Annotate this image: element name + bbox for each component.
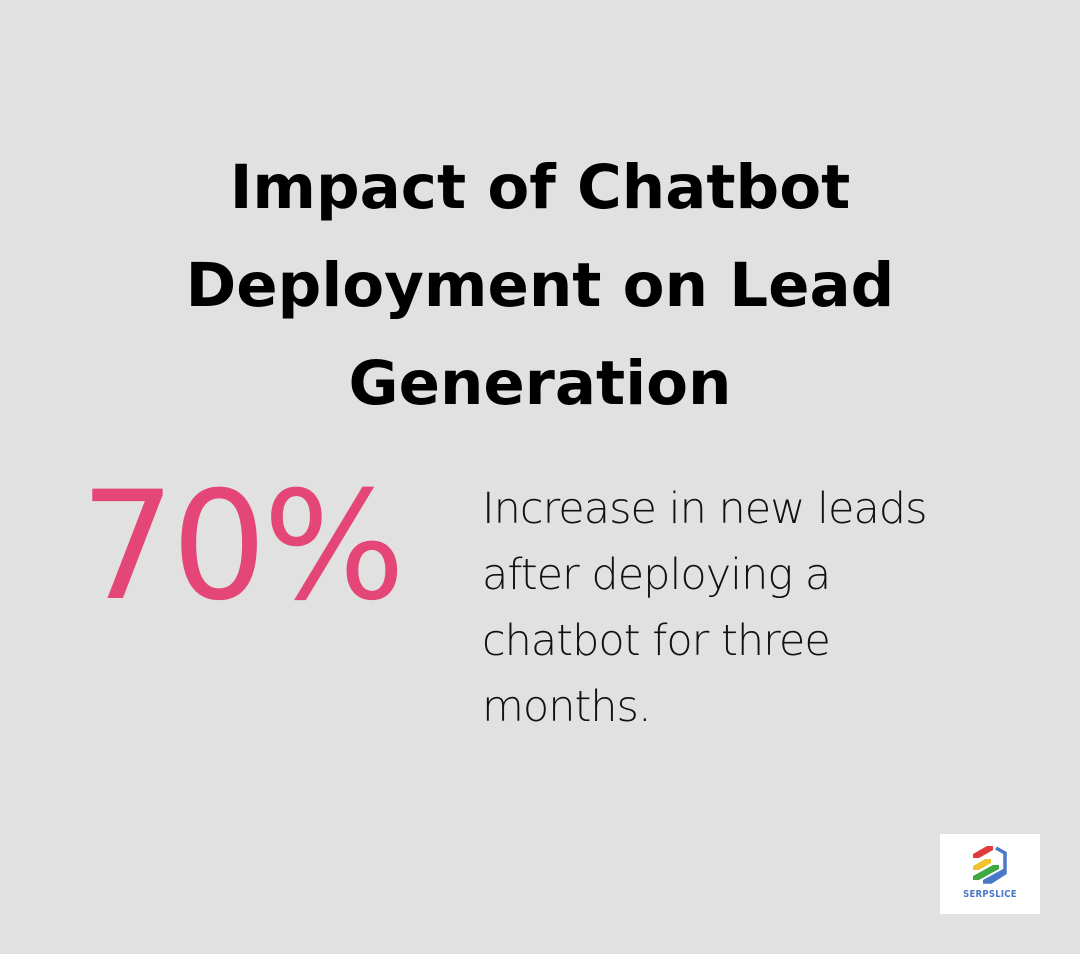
brand-logo: SERPSLICE <box>940 834 1040 914</box>
hexagon-stripes-logo-icon <box>973 846 1007 884</box>
stat-value: 70% <box>80 460 405 634</box>
title-line-2: Deployment on Lead <box>185 249 895 321</box>
description-line-4: months. <box>482 682 652 732</box>
title-line-3: Generation <box>348 347 732 419</box>
page-title: Impact of Chatbot Deployment on Lead Gen… <box>0 139 1080 433</box>
brand-name: SERPSLICE <box>963 889 1017 900</box>
description-line-3: chatbot for three <box>482 616 831 666</box>
title-line-1: Impact of Chatbot <box>229 151 851 223</box>
description-line-1: Increase in new leads <box>482 484 928 534</box>
description-line-2: after deploying a <box>482 550 831 600</box>
stat-description: Increase in new leads after deploying a … <box>482 476 1002 740</box>
